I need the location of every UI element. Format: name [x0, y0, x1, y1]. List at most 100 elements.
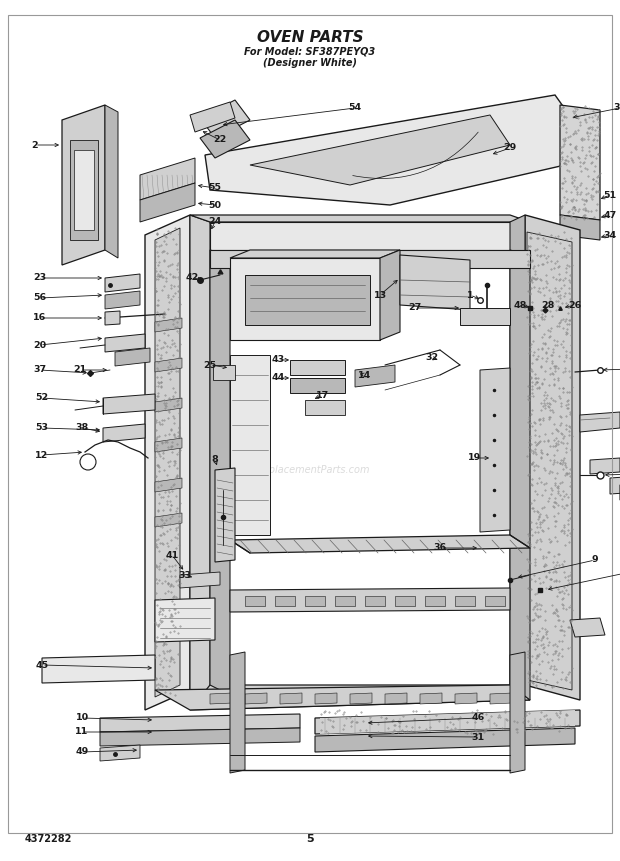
Polygon shape	[190, 102, 235, 132]
Text: 43: 43	[272, 356, 285, 364]
Bar	[365, 596, 385, 606]
Text: 42: 42	[185, 274, 198, 282]
Polygon shape	[100, 728, 300, 746]
Text: 11: 11	[76, 728, 89, 736]
Polygon shape	[510, 652, 525, 773]
Polygon shape	[525, 215, 580, 700]
Polygon shape	[510, 250, 530, 700]
Polygon shape	[527, 232, 572, 690]
Polygon shape	[355, 365, 395, 387]
Polygon shape	[290, 360, 345, 375]
Polygon shape	[230, 535, 530, 553]
Polygon shape	[570, 618, 605, 637]
Text: 29: 29	[503, 144, 516, 152]
Polygon shape	[250, 115, 510, 185]
Text: 36: 36	[433, 543, 446, 553]
Text: For Model: SF387PEYQ3: For Model: SF387PEYQ3	[244, 47, 376, 57]
Polygon shape	[230, 355, 270, 535]
Bar	[245, 596, 265, 606]
Polygon shape	[190, 685, 530, 710]
Polygon shape	[105, 334, 145, 352]
Text: 9: 9	[591, 555, 598, 565]
Bar	[455, 596, 475, 606]
Polygon shape	[140, 158, 195, 200]
Text: 19: 19	[468, 454, 482, 462]
Text: 26: 26	[569, 300, 582, 309]
Polygon shape	[230, 258, 380, 340]
Polygon shape	[155, 598, 215, 642]
Bar	[275, 596, 295, 606]
Text: 20: 20	[33, 340, 46, 350]
Text: eReplacementParts.com: eReplacementParts.com	[250, 465, 370, 475]
Text: 27: 27	[409, 303, 422, 313]
Text: 16: 16	[33, 313, 46, 323]
Text: 45: 45	[35, 660, 48, 670]
Text: 23: 23	[33, 274, 46, 282]
Polygon shape	[350, 693, 372, 704]
Polygon shape	[105, 274, 140, 292]
Bar	[70, 140, 98, 240]
Polygon shape	[105, 311, 120, 325]
Text: 24: 24	[208, 218, 221, 226]
Polygon shape	[210, 693, 232, 704]
Text: 56: 56	[33, 294, 46, 302]
Polygon shape	[420, 693, 442, 704]
Text: 47: 47	[603, 210, 617, 220]
Text: 50: 50	[208, 201, 221, 209]
Polygon shape	[385, 693, 407, 704]
Text: 5: 5	[306, 834, 314, 844]
Polygon shape	[115, 348, 150, 366]
Text: 22: 22	[213, 135, 227, 145]
Text: 55: 55	[208, 183, 221, 193]
Polygon shape	[100, 745, 140, 761]
Bar	[395, 596, 415, 606]
Text: 34: 34	[603, 231, 616, 239]
Text: 33: 33	[179, 571, 192, 579]
Bar	[74, 150, 94, 230]
Polygon shape	[315, 693, 337, 704]
Text: 49: 49	[76, 747, 89, 757]
Text: 4372282: 4372282	[25, 834, 73, 844]
Polygon shape	[315, 710, 580, 734]
Polygon shape	[320, 710, 575, 734]
Polygon shape	[155, 228, 180, 697]
Text: 44: 44	[272, 374, 285, 382]
Polygon shape	[590, 458, 620, 474]
Polygon shape	[400, 255, 470, 310]
Text: 30: 30	[614, 103, 620, 113]
Polygon shape	[145, 215, 190, 710]
Text: 51: 51	[603, 190, 616, 200]
Text: 12: 12	[35, 450, 48, 460]
Polygon shape	[155, 513, 182, 527]
Polygon shape	[155, 318, 182, 332]
Text: 46: 46	[471, 714, 485, 722]
Polygon shape	[580, 412, 620, 432]
Text: 2: 2	[32, 140, 38, 150]
Polygon shape	[155, 685, 530, 710]
Polygon shape	[103, 394, 155, 414]
Text: 37: 37	[33, 366, 46, 375]
Text: 53: 53	[35, 424, 48, 432]
Text: 21: 21	[73, 366, 87, 375]
Polygon shape	[213, 365, 235, 380]
Text: 52: 52	[35, 393, 48, 402]
Text: 25: 25	[203, 361, 216, 369]
Polygon shape	[180, 572, 220, 588]
Polygon shape	[62, 105, 105, 265]
Polygon shape	[200, 100, 250, 138]
Polygon shape	[305, 400, 345, 415]
Polygon shape	[155, 398, 182, 412]
Polygon shape	[103, 424, 145, 442]
Polygon shape	[105, 105, 118, 258]
Polygon shape	[380, 250, 400, 340]
Polygon shape	[210, 250, 530, 268]
Polygon shape	[205, 95, 580, 205]
Polygon shape	[230, 250, 400, 258]
Text: 31: 31	[471, 733, 485, 741]
Text: 17: 17	[316, 391, 330, 400]
Bar	[485, 596, 505, 606]
Text: 8: 8	[211, 455, 218, 464]
Text: 38: 38	[76, 424, 89, 432]
Polygon shape	[190, 215, 210, 695]
Polygon shape	[140, 183, 195, 222]
